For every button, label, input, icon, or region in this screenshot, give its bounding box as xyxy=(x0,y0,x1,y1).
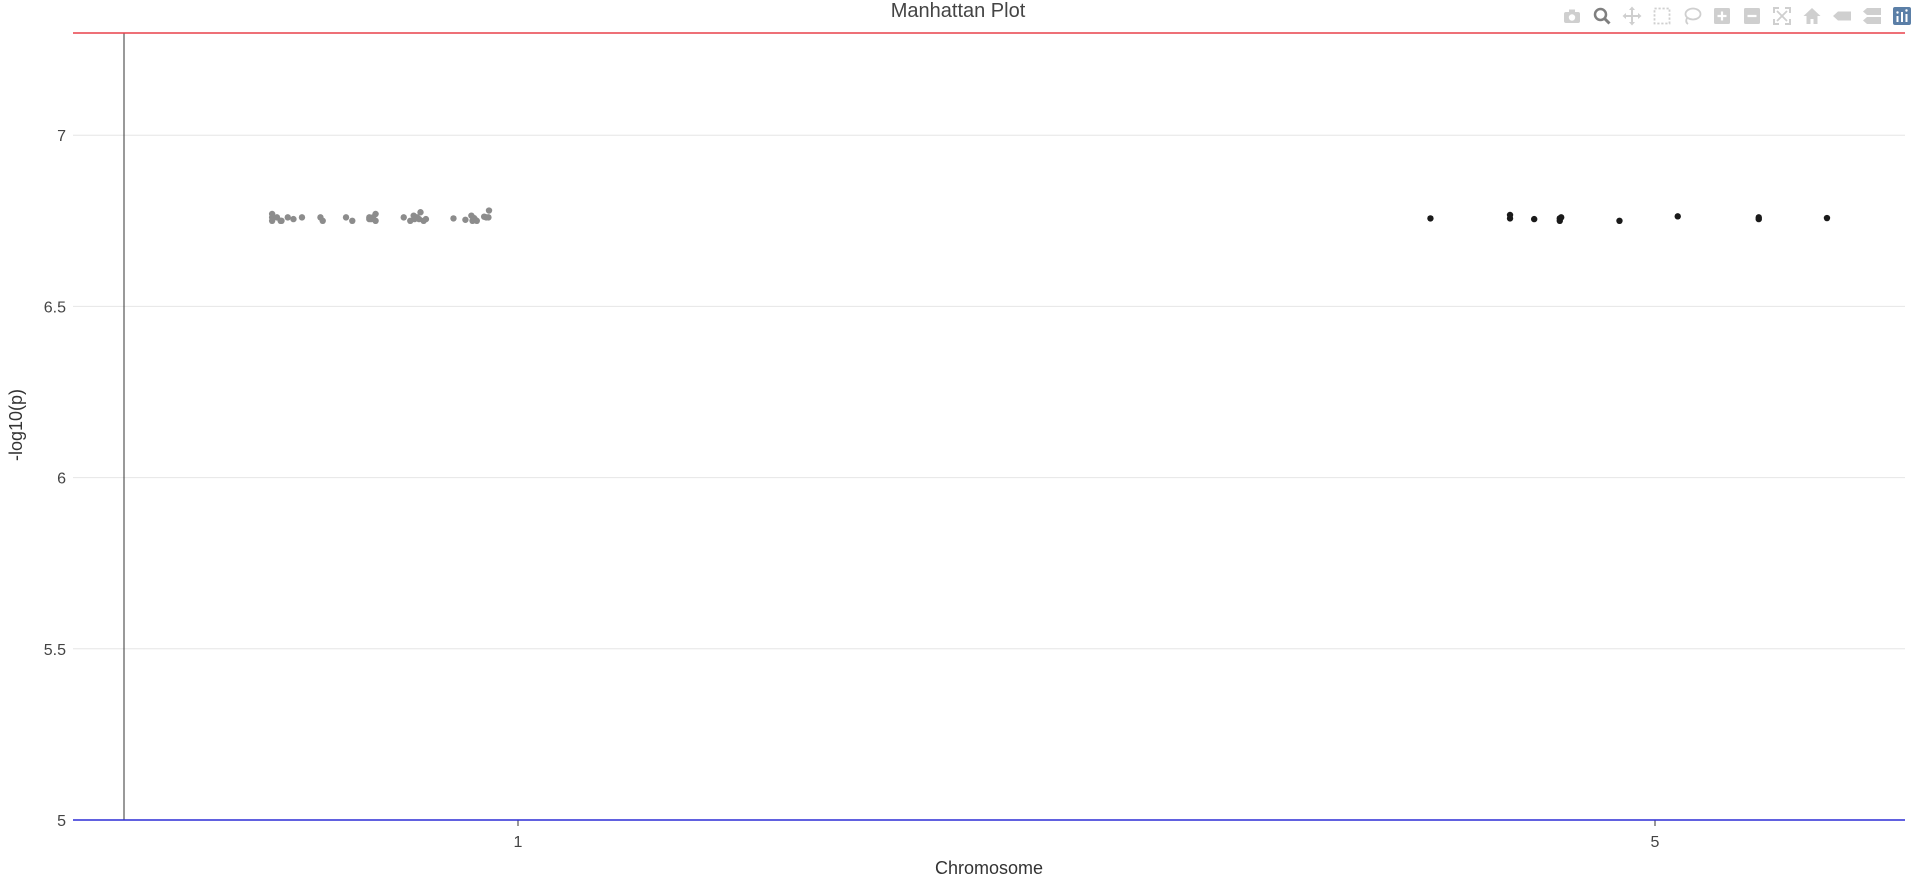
data-point-grey[interactable] xyxy=(319,217,326,224)
data-point-grey[interactable] xyxy=(400,214,407,221)
pan-icon xyxy=(1622,6,1642,26)
data-point-black[interactable] xyxy=(1823,214,1831,222)
y-tick-label: 6 xyxy=(57,471,66,488)
reset-axes-button[interactable] xyxy=(1797,4,1827,28)
box-select-icon xyxy=(1653,7,1671,25)
data-point-grey[interactable] xyxy=(473,217,480,224)
data-point-grey[interactable] xyxy=(422,215,430,223)
data-point-grey[interactable] xyxy=(278,217,285,224)
data-point-black[interactable] xyxy=(1557,214,1565,221)
spike-lines-icon xyxy=(1833,11,1851,21)
data-point-black[interactable] xyxy=(1427,215,1434,222)
data-point-grey[interactable] xyxy=(485,214,492,221)
plotly-logo-icon xyxy=(1893,7,1911,25)
autoscale-button[interactable] xyxy=(1767,4,1797,28)
x-tick-label: 5 xyxy=(1651,834,1660,851)
x-tick-label: 1 xyxy=(514,834,523,851)
data-point-grey[interactable] xyxy=(284,214,291,221)
data-point-grey[interactable] xyxy=(342,214,350,221)
grid-lines xyxy=(73,134,1905,650)
zoom-out-button[interactable] xyxy=(1737,4,1767,28)
y-tick-label: 5 xyxy=(57,813,66,830)
lasso-select-icon xyxy=(1684,7,1702,25)
zoom-out-icon xyxy=(1744,8,1760,24)
zoom-button[interactable] xyxy=(1587,4,1617,28)
data-point-black[interactable] xyxy=(1616,217,1623,224)
compare-hover-button[interactable] xyxy=(1857,4,1887,28)
data-point-grey[interactable] xyxy=(349,217,356,224)
data-points xyxy=(268,207,1831,224)
data-point-black[interactable] xyxy=(1530,215,1538,223)
reset-axes-icon xyxy=(1803,8,1821,24)
data-point-grey[interactable] xyxy=(372,210,379,218)
data-point-grey[interactable] xyxy=(462,216,469,223)
lasso-select-button[interactable] xyxy=(1677,4,1707,28)
data-point-grey[interactable] xyxy=(298,214,306,221)
data-point-grey[interactable] xyxy=(417,209,424,216)
data-point-grey[interactable] xyxy=(268,217,276,224)
y-tick-labels: 5 5.5 6 6.5 7 xyxy=(44,128,66,830)
data-point-black[interactable] xyxy=(1506,215,1514,222)
camera-button[interactable] xyxy=(1557,4,1587,28)
y-tick-label: 5.5 xyxy=(44,642,66,659)
box-select-button[interactable] xyxy=(1647,4,1677,28)
data-point-grey[interactable] xyxy=(372,217,379,224)
data-point-grey[interactable] xyxy=(450,215,457,222)
plotly-logo-button[interactable] xyxy=(1887,4,1917,28)
spike-lines-button[interactable] xyxy=(1827,4,1857,28)
y-tick-label: 6.5 xyxy=(44,299,66,316)
y-axis-title: -log10(p) xyxy=(6,389,26,461)
data-point-black[interactable] xyxy=(1674,213,1681,220)
camera-icon xyxy=(1564,9,1580,23)
data-point-grey[interactable] xyxy=(485,207,493,214)
zoom-in-button[interactable] xyxy=(1707,4,1737,28)
modebar xyxy=(1557,4,1917,28)
autoscale-icon xyxy=(1773,7,1791,25)
compare-hover-icon xyxy=(1863,8,1881,24)
x-axis-title: Chromosome xyxy=(935,858,1043,878)
data-point-black[interactable] xyxy=(1755,215,1762,223)
zoom-icon xyxy=(1593,7,1611,25)
data-point-grey[interactable] xyxy=(290,215,297,223)
chart-title: Manhattan Plot xyxy=(891,0,1026,22)
zoom-in-icon xyxy=(1714,8,1730,24)
y-tick-label: 7 xyxy=(57,128,66,145)
threshold-lines xyxy=(73,32,1905,821)
pan-button[interactable] xyxy=(1617,4,1647,28)
